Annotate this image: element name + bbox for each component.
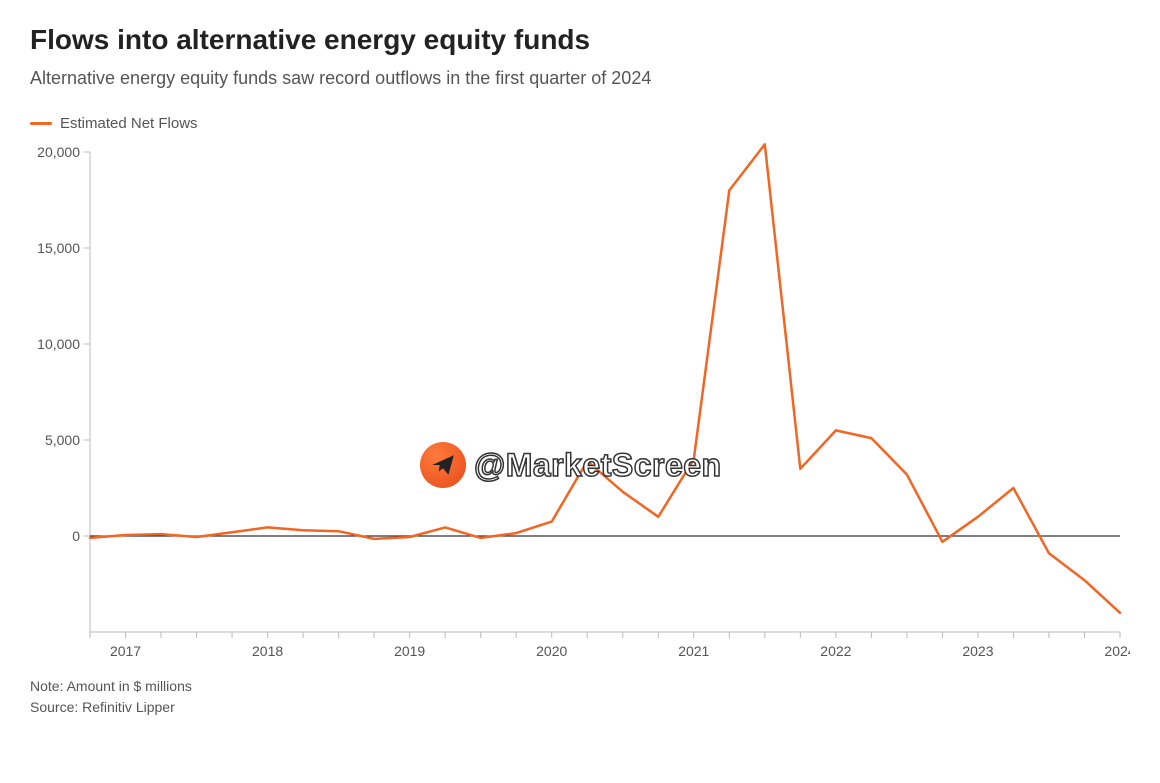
- line-chart-svg: 0 5,000 10,000 15,000 20,000 2017 2018 2019 2020…: [30, 142, 1130, 662]
- svg-text:20,000: 20,000: [37, 144, 80, 160]
- svg-text:2020: 2020: [536, 643, 567, 659]
- legend-label: Estimated Net Flows: [60, 115, 198, 132]
- svg-text:0: 0: [72, 528, 80, 544]
- legend-swatch: [30, 122, 52, 125]
- svg-text:2022: 2022: [820, 643, 851, 659]
- svg-text:5,000: 5,000: [45, 432, 80, 448]
- svg-text:2019: 2019: [394, 643, 425, 659]
- svg-text:2024: 2024: [1104, 643, 1130, 659]
- footer-source: Source: Refinitiv Lipper: [30, 697, 1130, 718]
- page-root: Flows into alternative energy equity fun…: [0, 0, 1160, 783]
- svg-text:2017: 2017: [110, 643, 141, 659]
- svg-text:2018: 2018: [252, 643, 283, 659]
- chart-area: 0 5,000 10,000 15,000 20,000 2017 2018 2019 2020…: [30, 142, 1130, 662]
- chart-title: Flows into alternative energy equity fun…: [30, 24, 1130, 56]
- chart-footer: Note: Amount in $ millions Source: Refin…: [30, 676, 1130, 718]
- svg-text:10,000: 10,000: [37, 336, 80, 352]
- svg-text:2021: 2021: [678, 643, 709, 659]
- legend: Estimated Net Flows: [30, 115, 1130, 132]
- footer-note: Note: Amount in $ millions: [30, 676, 1130, 697]
- svg-text:15,000: 15,000: [37, 240, 80, 256]
- chart-subtitle: Alternative energy equity funds saw reco…: [30, 68, 1130, 89]
- svg-text:2023: 2023: [962, 643, 993, 659]
